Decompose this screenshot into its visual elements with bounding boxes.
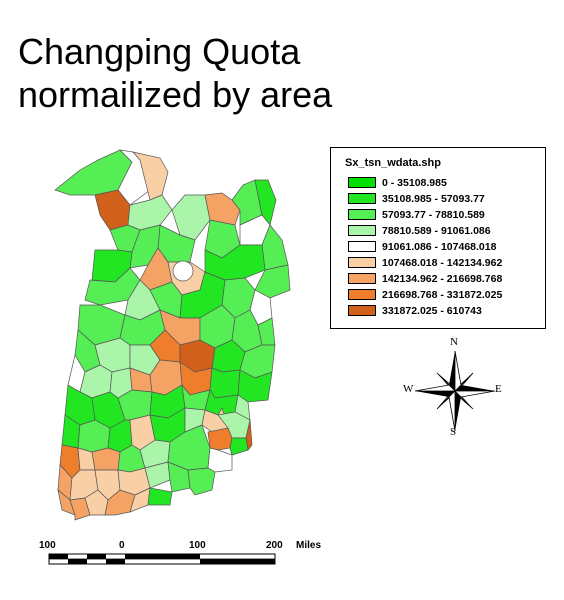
title-line-2: normailized by area (18, 74, 333, 115)
legend-label: 78810.589 - 91061.086 (382, 224, 491, 237)
scale-label: 100 (189, 540, 206, 551)
legend-swatch (348, 209, 376, 220)
map-region (147, 487, 173, 506)
legend-label: 331872.025 - 610743 (382, 304, 482, 317)
map-region (254, 179, 277, 226)
map-region (91, 447, 121, 471)
legend-item: 142134.962 - 216698.768 (348, 272, 502, 285)
map-region (207, 447, 233, 473)
legend-item: 0 - 35108.985 (348, 176, 447, 189)
map-region (245, 419, 253, 451)
map-hole (172, 260, 194, 282)
north-arrow: N W E S (398, 336, 508, 440)
map-region (254, 264, 291, 299)
legend-item: 216698.768 - 331872.025 (348, 288, 502, 301)
legend-item: 91061.086 - 107468.018 (348, 240, 496, 253)
legend-swatch (348, 177, 376, 188)
scale-bar-graphic (48, 553, 276, 565)
legend-swatch (348, 241, 376, 252)
map-region (207, 427, 233, 451)
legend-title: Sx_tsn_wdata.shp (345, 157, 441, 169)
scale-label: 200 (266, 540, 283, 551)
legend-swatch (348, 193, 376, 204)
legend-item: 57093.77 - 78810.589 (348, 208, 485, 221)
scale-label: 0 (119, 540, 125, 551)
legend-swatch (348, 289, 376, 300)
legend-label: 57093.77 - 78810.589 (382, 208, 485, 221)
map-region (209, 367, 241, 399)
map-region (167, 461, 191, 493)
legend-label: 0 - 35108.985 (382, 176, 447, 189)
map-region (229, 437, 249, 456)
scale-unit: Miles (296, 540, 322, 551)
compass-w: W (403, 383, 414, 395)
legend-swatch (348, 273, 376, 284)
legend-label: 35108.985 - 57093.77 (382, 192, 485, 205)
legend-label: 107468.018 - 142134.962 (382, 256, 503, 269)
legend-label: 216698.768 - 331872.025 (382, 288, 503, 301)
legend-item: 35108.985 - 57093.77 (348, 192, 485, 205)
legend-swatch (348, 305, 376, 316)
legend-swatch (348, 257, 376, 268)
scale-label: 100 (39, 540, 56, 551)
legend-label: 91061.086 - 107468.018 (382, 240, 497, 253)
compass-rose-icon (414, 350, 496, 432)
map-title: Changping Quota normailized by area (18, 30, 332, 116)
compass-n: N (450, 336, 458, 348)
map-region (171, 194, 211, 241)
map-region (187, 467, 216, 496)
legend-item: 331872.025 - 610743 (348, 304, 482, 317)
compass-s: S (450, 426, 457, 438)
map-region (69, 497, 91, 521)
legend-label: 142134.962 - 216698.768 (382, 272, 503, 285)
scale-bar: 100 0 100 200 Miles (30, 540, 350, 570)
legend-item: 78810.589 - 91061.086 (348, 224, 491, 237)
title-line-1: Changping Quota (18, 31, 301, 72)
compass-e: E (495, 383, 502, 395)
legend-item: 107468.018 - 142134.962 (348, 256, 502, 269)
legend-swatch (348, 225, 376, 236)
legend: Sx_tsn_wdata.shp 0 - 35108.985 35108.985… (330, 147, 546, 329)
